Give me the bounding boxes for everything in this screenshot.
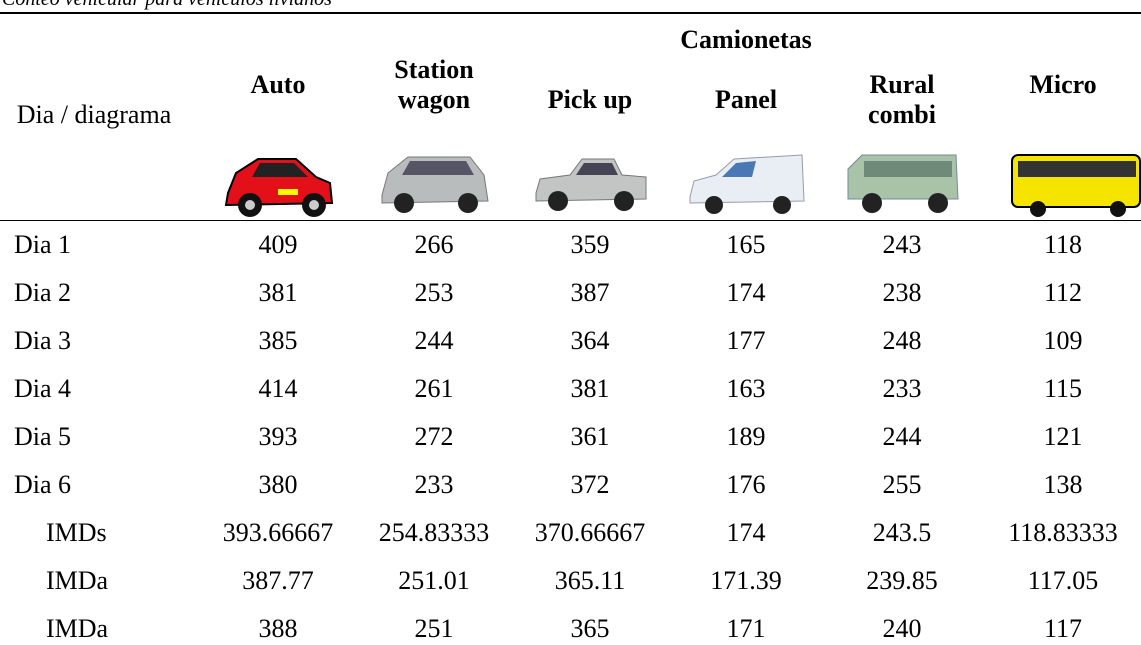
top-rule	[0, 12, 1141, 14]
table-cell: 266	[415, 230, 454, 260]
column-header: Station wagon	[374, 55, 494, 115]
table-cell: 233	[415, 470, 454, 500]
table-cell: 365.11	[555, 566, 626, 596]
table-cell: 387.77	[242, 566, 314, 596]
table-cell: 171	[727, 614, 766, 644]
table-cell: 385	[259, 326, 298, 356]
table-cell: 261	[415, 374, 454, 404]
row-label: Dia 1	[14, 230, 71, 260]
table-cell: 174	[727, 278, 766, 308]
row-label: IMDa	[46, 566, 108, 596]
table-cell: 240	[883, 614, 922, 644]
table-cell: 115	[1044, 374, 1082, 404]
column-header: Auto	[251, 70, 306, 100]
table-cell: 176	[727, 470, 766, 500]
table-cell: 365	[571, 614, 610, 644]
table-cell: 361	[571, 422, 610, 452]
table-cell: 138	[1044, 470, 1083, 500]
table-cell: 251.01	[398, 566, 470, 596]
row-label: IMDa	[46, 614, 108, 644]
micro-image	[1008, 145, 1141, 220]
table-cell: 233	[883, 374, 922, 404]
row-header: Dia / diagrama	[14, 100, 174, 130]
table-cell: 248	[883, 326, 922, 356]
table-cell: 381	[259, 278, 298, 308]
table-cell: 255	[883, 470, 922, 500]
row-label: IMDs	[46, 518, 107, 548]
table-cell: 109	[1044, 326, 1083, 356]
table-cell: 393.66667	[223, 518, 334, 548]
table-cell: 174	[727, 518, 766, 548]
rural-combi-image	[842, 145, 962, 220]
table-cell: 364	[571, 326, 610, 356]
table-cell: 171.39	[710, 566, 782, 596]
document: Conteo vehicular para vehículos livianos…	[0, 0, 1141, 645]
panel-image	[686, 145, 806, 220]
table-cell: 243	[883, 230, 922, 260]
table-cell: 272	[415, 422, 454, 452]
table-cell: 388	[259, 614, 298, 644]
table-cell: 239.85	[866, 566, 938, 596]
table-cell: 177	[727, 326, 766, 356]
table-cell: 163	[727, 374, 766, 404]
table-cell: 414	[259, 374, 298, 404]
table-cell: 387	[571, 278, 610, 308]
table-cell: 189	[727, 422, 766, 452]
table-cell: 393	[259, 422, 298, 452]
table-cell: 359	[571, 230, 610, 260]
caption: Conteo vehicular para vehículos livianos	[2, 0, 332, 11]
table-cell: 238	[883, 278, 922, 308]
row-label: Dia 3	[14, 326, 71, 356]
table-cell: 244	[415, 326, 454, 356]
table-cell: 165	[727, 230, 766, 260]
row-label: Dia 2	[14, 278, 71, 308]
table-cell: 372	[571, 470, 610, 500]
table-cell: 243.5	[873, 518, 932, 548]
table-cell: 380	[259, 470, 298, 500]
table-cell: 244	[883, 422, 922, 452]
table-cell: 381	[571, 374, 610, 404]
table-cell: 118.83333	[1008, 518, 1118, 548]
table-cell: 409	[259, 230, 298, 260]
table-cell: 117	[1044, 614, 1082, 644]
row-label: Dia 5	[14, 422, 71, 452]
table-cell: 121	[1044, 422, 1083, 452]
table-cell: 118	[1044, 230, 1082, 260]
row-label: Dia 6	[14, 470, 71, 500]
table-cell: 253	[415, 278, 454, 308]
table-cell: 254.83333	[379, 518, 490, 548]
column-header: Micro	[1029, 70, 1096, 100]
table-cell: 370.66667	[535, 518, 646, 548]
header-rule	[0, 220, 1141, 221]
table-cell: 251	[415, 614, 454, 644]
row-label: Dia 4	[14, 374, 71, 404]
column-header: Rural combi	[852, 70, 952, 130]
car-image	[218, 145, 338, 220]
station-wagon-image	[374, 145, 494, 220]
column-header: Pick up	[548, 85, 633, 115]
pickup-image	[530, 145, 650, 220]
table-cell: 112	[1044, 278, 1082, 308]
column-header: Panel	[715, 85, 777, 115]
table-cell: 117.05	[1028, 566, 1099, 596]
group-header: Camionetas	[680, 25, 811, 55]
